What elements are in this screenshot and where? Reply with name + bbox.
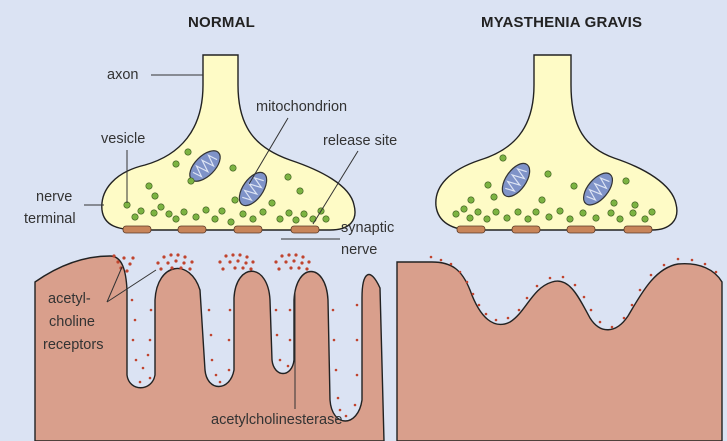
mg-mitochondrion-2 xyxy=(582,172,614,206)
mg-vesicles xyxy=(452,154,656,223)
receptors-label-line2: choline xyxy=(49,314,95,330)
mg-muscle xyxy=(396,261,723,441)
normal-nerve-terminal xyxy=(101,54,356,231)
receptors-label-line3: receptors xyxy=(43,337,104,353)
normal-muscle xyxy=(34,255,385,441)
leader-lines xyxy=(84,74,359,409)
synaptic-label-line1: synaptic xyxy=(341,220,395,236)
vesicle-label: vesicle xyxy=(101,131,146,147)
normal-mitochondrion-1 xyxy=(189,150,221,182)
nerve-terminal-label-line2: terminal xyxy=(24,211,76,227)
normal-vesicles xyxy=(123,148,330,226)
normal-release-sites xyxy=(122,225,320,234)
normal-mitochondrion-2 xyxy=(238,171,268,207)
receptors-label-line1: acetyl- xyxy=(48,291,91,307)
mg-mitochondrion-1 xyxy=(501,162,531,198)
mg-release-sites xyxy=(456,225,653,234)
mitochondrion-label: mitochondrion xyxy=(256,99,348,115)
normal-receptor-dots xyxy=(112,253,359,418)
normal-title: NORMAL xyxy=(188,14,256,31)
axon-label: axon xyxy=(107,67,139,83)
mg-nerve-terminal xyxy=(435,54,678,231)
acetylcholinesterase-label: acetylcholinesterase xyxy=(211,412,343,428)
mg-receptor-dots xyxy=(429,255,718,329)
synaptic-label-line2: nerve xyxy=(341,242,378,258)
release-site-label: release site xyxy=(323,133,398,149)
mg-title: MYASTHENIA GRAVIS xyxy=(481,14,643,31)
nerve-terminal-label-line1: nerve xyxy=(36,189,73,205)
